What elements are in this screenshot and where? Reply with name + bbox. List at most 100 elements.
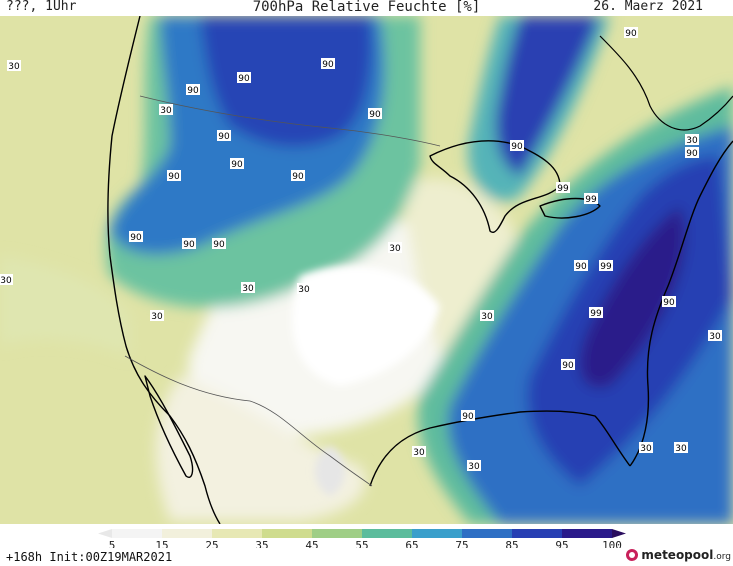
svg-text:90: 90 xyxy=(187,86,199,96)
color-scale-legend: 5 15 25 35 45 55 65 75 85 95 100 xyxy=(98,529,626,548)
contour-label: 30 xyxy=(0,274,13,286)
legend-tick-label: 75 xyxy=(455,539,468,548)
contour-label: 30 xyxy=(7,60,21,72)
svg-text:30: 30 xyxy=(686,136,698,146)
contour-label: 90 xyxy=(212,238,226,250)
legend-color-swatch xyxy=(412,529,463,538)
svg-text:90: 90 xyxy=(238,74,250,84)
east-coast xyxy=(629,140,733,467)
legend-arrow-right xyxy=(612,529,626,538)
contour-label: 90 xyxy=(291,170,305,182)
dry-center xyxy=(292,266,440,386)
svg-text:30: 30 xyxy=(709,332,721,342)
meteopool-logo-icon xyxy=(626,549,639,561)
legend-tick-label: 100 xyxy=(602,539,622,548)
valid-date-label: 26. Maerz 2021 xyxy=(593,0,703,14)
svg-text:30: 30 xyxy=(0,276,12,286)
contour-label: 30 xyxy=(241,282,255,294)
humidity-field xyxy=(0,16,733,524)
contour-label: 30 xyxy=(639,442,653,454)
svg-text:90: 90 xyxy=(213,240,225,250)
dry-area-south xyxy=(156,376,366,521)
legend-color-swatch xyxy=(212,529,263,538)
contour-label: 30 xyxy=(297,283,311,295)
contour-label: 30 xyxy=(412,446,426,458)
svg-text:90: 90 xyxy=(625,29,637,39)
contour-label: 90 xyxy=(167,170,181,182)
svg-text:90: 90 xyxy=(511,142,523,152)
svg-text:30: 30 xyxy=(640,444,652,454)
legend-tick-label: 35 xyxy=(255,539,268,548)
legend-tick-label: 95 xyxy=(555,539,568,548)
svg-text:99: 99 xyxy=(585,195,597,205)
lake-east xyxy=(539,197,601,219)
svg-text:90: 90 xyxy=(462,412,474,422)
contour-labels: 30 30 30 90 90 90 90 90 90 90 90 90 90 9… xyxy=(0,27,722,472)
west-coast xyxy=(107,16,221,524)
svg-text:30: 30 xyxy=(389,244,401,254)
contour-label: 30 xyxy=(388,242,402,254)
legend-tick-label: 45 xyxy=(305,539,318,548)
legend-tick-labels: 5 15 25 35 45 55 65 75 85 95 100 xyxy=(109,539,622,548)
svg-text:90: 90 xyxy=(686,149,698,159)
svg-text:30: 30 xyxy=(160,106,172,116)
svg-text:30: 30 xyxy=(151,312,163,322)
borders xyxy=(124,95,441,487)
contour-label: 30 xyxy=(467,460,481,472)
legend-tick-label: 85 xyxy=(505,539,518,548)
svg-text:90: 90 xyxy=(183,240,195,250)
legend-color-bar xyxy=(98,529,626,538)
legend-tick-label: 5 xyxy=(109,539,116,548)
contour-label: 99 xyxy=(584,193,598,205)
moist-northeast-dark xyxy=(496,16,600,176)
contour-label: 90 xyxy=(561,359,575,371)
svg-text:30: 30 xyxy=(675,444,687,454)
legend-arrow-left xyxy=(98,529,112,538)
svg-text:90: 90 xyxy=(130,233,142,243)
svg-text:30: 30 xyxy=(298,285,310,295)
svg-text:90: 90 xyxy=(562,361,574,371)
contour-label: 90 xyxy=(368,108,382,120)
svg-text:30: 30 xyxy=(413,448,425,458)
mexico-border xyxy=(124,355,373,487)
legend-tick-label: 55 xyxy=(355,539,368,548)
brand-text: meteopool.org xyxy=(641,548,731,562)
contour-label: 90 xyxy=(230,158,244,170)
map-title: 700hPa Relative Feuchte [%] xyxy=(252,0,481,15)
contour-label: 90 xyxy=(685,147,699,159)
brand-logo[interactable]: meteopool.org xyxy=(626,547,731,563)
legend-color-swatch xyxy=(312,529,363,538)
svg-text:90: 90 xyxy=(231,160,243,170)
contour-label: 30 xyxy=(685,134,699,146)
legend-tick-label: 25 xyxy=(205,539,218,548)
svg-text:90: 90 xyxy=(369,110,381,120)
moist-west-dark xyxy=(200,16,372,147)
contour-label: 90 xyxy=(129,231,143,243)
contour-label: 99 xyxy=(589,307,603,319)
baja xyxy=(144,375,194,478)
legend-color-swatch xyxy=(162,529,213,538)
valid-time-label: ???, 1Uhr xyxy=(6,0,77,14)
contour-label: 90 xyxy=(321,58,335,70)
legend-color-swatch xyxy=(512,529,563,538)
map-header: ???, 1Uhr 700hPa Relative Feuchte [%] 26… xyxy=(0,0,733,20)
map-footer: 5 15 25 35 45 55 65 75 85 95 100 +168h Init:00Z19M… xyxy=(0,524,733,566)
legend-tick-label: 15 xyxy=(155,539,168,548)
contour-label: 30 xyxy=(150,310,164,322)
svg-text:30: 30 xyxy=(242,284,254,294)
contour-label: 90 xyxy=(461,410,475,422)
svg-text:90: 90 xyxy=(575,262,587,272)
contour-label: 90 xyxy=(217,130,231,142)
legend-color-swatch xyxy=(462,529,513,538)
contour-label: 99 xyxy=(599,260,613,272)
svg-text:99: 99 xyxy=(590,309,602,319)
contour-label: 30 xyxy=(708,330,722,342)
contour-label: 90 xyxy=(574,260,588,272)
contour-label: 90 xyxy=(662,296,676,308)
contour-label: 90 xyxy=(624,27,638,39)
contour-label: 30 xyxy=(159,104,173,116)
legend-color-swatch xyxy=(362,529,413,538)
contour-label: 30 xyxy=(480,310,494,322)
contour-label: 30 xyxy=(674,442,688,454)
canada-border xyxy=(139,95,441,147)
